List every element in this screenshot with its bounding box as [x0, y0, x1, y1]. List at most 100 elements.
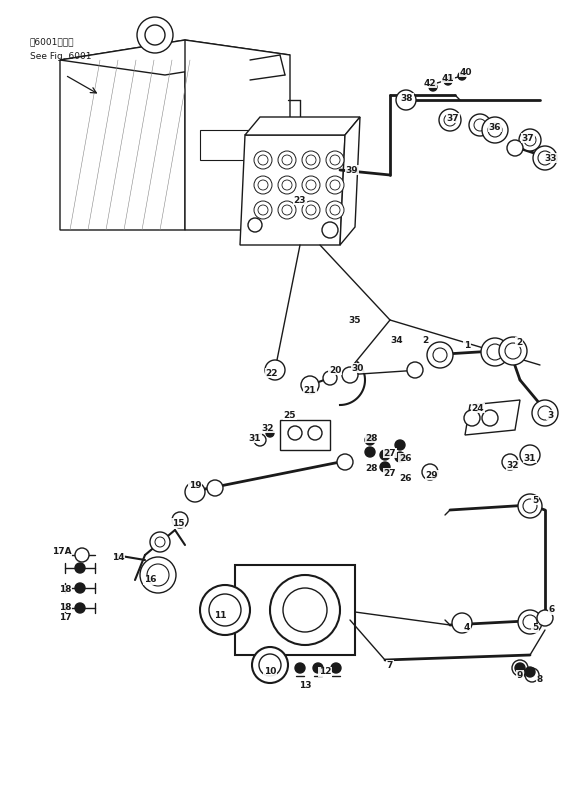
Text: 3: 3	[547, 410, 553, 420]
Circle shape	[302, 151, 320, 169]
Text: 17A: 17A	[52, 548, 72, 557]
Text: 30: 30	[352, 363, 364, 372]
Circle shape	[422, 464, 438, 480]
Text: 22: 22	[266, 369, 278, 378]
Circle shape	[172, 512, 188, 528]
Circle shape	[439, 109, 461, 131]
Circle shape	[75, 563, 85, 573]
Text: 29: 29	[426, 471, 439, 480]
Text: 31: 31	[524, 454, 536, 463]
Text: 40: 40	[460, 67, 472, 77]
Circle shape	[301, 376, 319, 394]
Text: 39: 39	[345, 166, 359, 175]
Text: 32: 32	[506, 460, 519, 469]
Circle shape	[505, 343, 521, 359]
Circle shape	[537, 610, 553, 626]
Circle shape	[365, 447, 375, 457]
Polygon shape	[200, 130, 250, 160]
Circle shape	[258, 205, 268, 215]
Polygon shape	[465, 400, 520, 435]
Circle shape	[502, 454, 518, 470]
Circle shape	[520, 445, 540, 465]
Text: 34: 34	[391, 336, 403, 345]
Circle shape	[488, 123, 502, 137]
Polygon shape	[60, 40, 185, 230]
Circle shape	[207, 480, 223, 496]
Circle shape	[538, 406, 552, 420]
Circle shape	[200, 585, 250, 635]
Text: 42: 42	[424, 78, 436, 87]
Circle shape	[270, 575, 340, 645]
Text: 2: 2	[422, 336, 428, 345]
Circle shape	[306, 180, 316, 190]
Text: 28: 28	[366, 464, 378, 472]
Circle shape	[278, 151, 296, 169]
Circle shape	[75, 548, 89, 562]
Circle shape	[252, 647, 288, 683]
Text: 1: 1	[464, 341, 470, 349]
Circle shape	[452, 613, 472, 633]
Text: 24: 24	[472, 404, 484, 413]
Circle shape	[259, 654, 281, 676]
Circle shape	[433, 348, 447, 362]
Circle shape	[265, 360, 285, 380]
Text: 32: 32	[262, 423, 274, 433]
Text: 26: 26	[399, 454, 411, 463]
Circle shape	[313, 663, 323, 673]
Circle shape	[474, 119, 486, 131]
Circle shape	[507, 140, 523, 156]
Circle shape	[469, 114, 491, 136]
Circle shape	[515, 663, 525, 673]
Circle shape	[283, 588, 327, 632]
Text: 31: 31	[249, 434, 262, 443]
Circle shape	[254, 434, 266, 446]
Text: 8: 8	[537, 676, 543, 684]
Circle shape	[326, 176, 344, 194]
Circle shape	[288, 426, 302, 440]
Text: 41: 41	[442, 74, 455, 83]
Circle shape	[140, 557, 176, 593]
Circle shape	[308, 426, 322, 440]
Text: 20: 20	[329, 366, 341, 375]
Text: 10: 10	[264, 667, 276, 676]
Text: 12: 12	[319, 667, 331, 676]
Text: 36: 36	[489, 122, 501, 132]
Circle shape	[380, 450, 390, 460]
Circle shape	[337, 454, 353, 470]
Circle shape	[396, 90, 416, 110]
Circle shape	[282, 155, 292, 165]
Circle shape	[342, 367, 358, 383]
Text: 38: 38	[401, 94, 413, 103]
Circle shape	[75, 603, 85, 613]
Circle shape	[258, 155, 268, 165]
Circle shape	[444, 77, 452, 85]
Circle shape	[482, 117, 508, 143]
Circle shape	[487, 344, 503, 360]
Circle shape	[322, 222, 338, 238]
Text: 5: 5	[532, 624, 538, 633]
Text: 23: 23	[293, 196, 306, 205]
Text: 37: 37	[447, 113, 459, 122]
Circle shape	[306, 205, 316, 215]
Circle shape	[326, 151, 344, 169]
Circle shape	[524, 134, 536, 146]
Text: 33: 33	[545, 154, 557, 163]
Circle shape	[266, 429, 274, 437]
Circle shape	[282, 205, 292, 215]
Text: 21: 21	[304, 386, 316, 395]
Circle shape	[518, 610, 542, 634]
Polygon shape	[240, 135, 345, 245]
Circle shape	[395, 440, 405, 450]
Circle shape	[482, 410, 498, 426]
Circle shape	[525, 668, 539, 682]
Circle shape	[137, 17, 173, 53]
Circle shape	[209, 594, 241, 626]
Polygon shape	[245, 117, 360, 135]
Circle shape	[444, 114, 456, 126]
Text: 17: 17	[59, 613, 71, 622]
Text: 5: 5	[532, 495, 538, 505]
Text: 4: 4	[464, 622, 470, 632]
Polygon shape	[340, 117, 360, 245]
Text: 第6001图参用: 第6001图参用	[30, 37, 74, 46]
Circle shape	[380, 462, 390, 472]
